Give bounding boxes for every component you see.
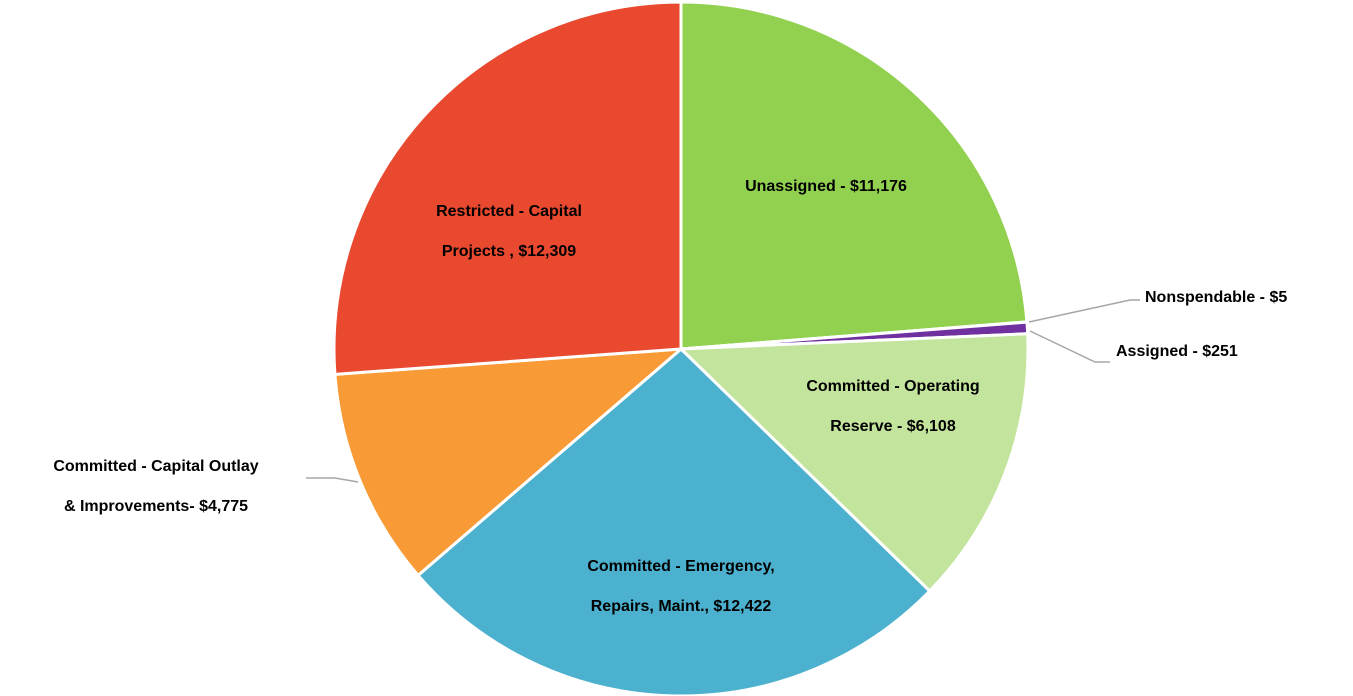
data-label: Repairs, Maint., $12,422 bbox=[591, 598, 772, 615]
leader-line bbox=[1028, 299, 1140, 323]
pie-slice bbox=[679, 0, 1029, 351]
data-label: Unassigned - $11,176 bbox=[745, 178, 907, 195]
data-label: Committed - Capital Outlay bbox=[53, 458, 258, 475]
data-label: Nonspendable - $5 bbox=[1145, 289, 1287, 306]
data-label: & Improvements- $4,775 bbox=[64, 498, 248, 515]
leader-line bbox=[1029, 330, 1110, 363]
data-label: Reserve - $6,108 bbox=[830, 418, 956, 435]
pie-slice bbox=[677, 332, 1030, 594]
data-label: Committed - Emergency, bbox=[587, 558, 774, 575]
data-label: Committed - Operating bbox=[806, 378, 979, 395]
data-label: Restricted - Capital bbox=[436, 203, 582, 220]
data-label: Projects , $12,309 bbox=[442, 243, 576, 260]
leader-line bbox=[306, 477, 359, 483]
pie-slice bbox=[332, 0, 683, 376]
data-label: Assigned - $251 bbox=[1116, 343, 1238, 360]
pie-slice bbox=[333, 347, 686, 578]
